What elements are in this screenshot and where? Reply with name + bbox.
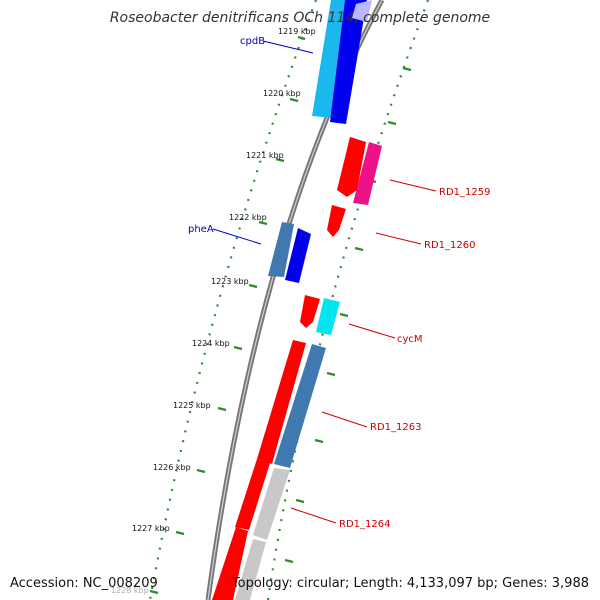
cds-blue-cpdb[interactable] [330,0,367,124]
cds-red-rd1-1260[interactable] [327,205,346,237]
gene-label-cycm[interactable]: cycM [397,334,423,345]
scale-label-1226: 1226 kbp [153,463,191,472]
cds-grey-1[interactable] [253,468,290,540]
cds-red-lower-2[interactable] [212,527,248,600]
cds-grey-2[interactable] [235,539,266,600]
cds-steel-blue-1[interactable] [268,222,294,277]
cds-blue-phea[interactable] [285,228,311,283]
gene-label-cpdb[interactable]: cpdB [240,36,265,47]
gene-label-rd1-1259[interactable]: RD1_1259 [439,187,490,198]
gene-label-phea[interactable]: pheA [188,224,214,235]
scale-label-1228: 1228 kbp [111,586,149,595]
gene-label-rd1-1263[interactable]: RD1_1263 [370,422,421,433]
cds-red-cycm[interactable] [300,295,320,328]
gene-label-rd1-1264[interactable]: RD1_1264 [339,519,390,530]
genome-summary-text: Topology: circular; Length: 4,133,097 bp… [231,576,589,591]
cds-magenta[interactable] [353,142,382,205]
scale-label-1223: 1223 kbp [211,277,249,286]
cds-light-blue-cpdb[interactable] [312,0,351,118]
accession-text: Accession: NC_008209 [10,576,158,591]
scale-label-1225: 1225 kbp [173,401,211,410]
map-title: Roseobacter denitrificans OCh 114, compl… [110,10,490,26]
outer-tick-track [266,0,430,600]
gene-label-rd1-1260[interactable]: RD1_1260 [424,240,475,251]
cds-cyan[interactable] [316,298,340,335]
cds-lavender[interactable] [352,0,372,22]
scale-label-1221: 1221 kbp [246,151,284,160]
scale-label-1220: 1220 kbp [263,89,301,98]
scale-label-1227: 1227 kbp [132,524,170,533]
leader-lines [212,40,437,524]
major-ticks-inner [149,35,306,595]
cds-red-rd1-1259[interactable] [337,137,366,197]
cds-steel-blue-long[interactable] [274,344,326,468]
cds-red-lower-1[interactable] [235,459,270,530]
scale-label-1219: 1219 kbp [278,27,316,36]
scale-label-1222: 1222 kbp [229,213,267,222]
cds-red-strip-long[interactable] [257,340,306,464]
scale-label-1224: 1224 kbp [192,339,230,348]
